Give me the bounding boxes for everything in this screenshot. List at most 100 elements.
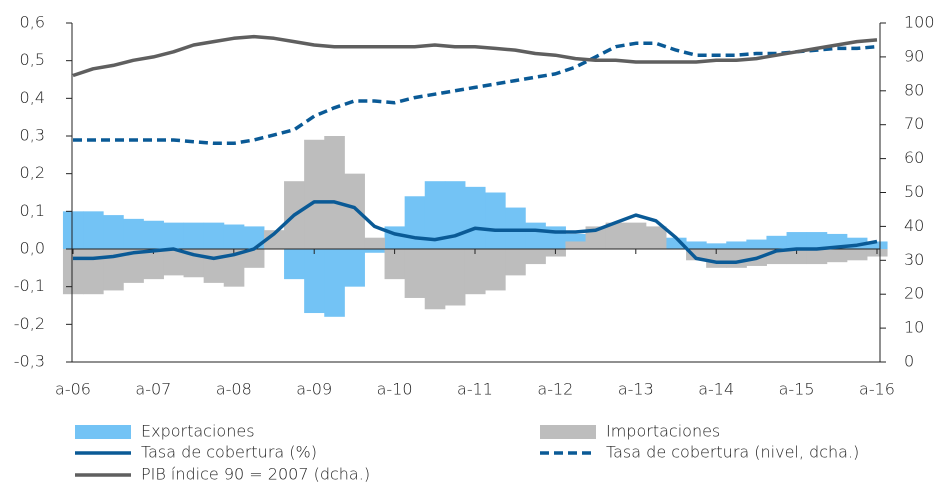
legend-label: Importaciones xyxy=(606,422,720,441)
bar xyxy=(364,249,386,253)
y2-tick-label: 100 xyxy=(904,13,935,32)
x-tick-label: a-16 xyxy=(859,380,895,399)
bar xyxy=(806,232,828,249)
bar xyxy=(806,249,828,265)
bar xyxy=(183,222,205,249)
bar xyxy=(123,218,144,249)
bar xyxy=(103,249,124,291)
x-tick-label: a-10 xyxy=(377,380,413,399)
bar xyxy=(263,230,285,249)
y-tick-label: 0,4 xyxy=(20,88,45,107)
x-tick-label: a-11 xyxy=(457,380,493,399)
y2-tick-label: 90 xyxy=(904,46,924,65)
bar xyxy=(203,249,225,283)
bar xyxy=(163,249,185,276)
line-series xyxy=(73,200,878,264)
bar xyxy=(324,249,345,317)
bar xyxy=(83,211,104,249)
y-tick-label: -0,2 xyxy=(14,314,45,333)
bar xyxy=(384,249,406,280)
bar xyxy=(686,241,707,249)
bar xyxy=(505,207,526,249)
bar xyxy=(203,222,225,249)
x-tick-label: a-13 xyxy=(618,380,654,399)
y2-tick-label: 0 xyxy=(904,352,914,371)
bar xyxy=(766,235,788,249)
bar xyxy=(826,249,848,263)
bar xyxy=(746,239,767,249)
bar xyxy=(344,249,365,287)
bar xyxy=(223,224,245,249)
bar xyxy=(565,241,587,249)
bar xyxy=(464,186,486,249)
bar xyxy=(83,249,104,295)
bar xyxy=(625,222,647,249)
legend-label: Tasa de cobertura (nivel, dcha.) xyxy=(606,443,859,462)
bar xyxy=(846,237,868,249)
y-tick-label: 0,6 xyxy=(20,13,45,32)
bar xyxy=(525,249,546,265)
x-tick-label: a-07 xyxy=(135,380,171,399)
y2-tick-label: 20 xyxy=(904,284,924,303)
legend-swatch xyxy=(75,425,131,439)
bar xyxy=(786,232,808,249)
bar xyxy=(62,211,84,249)
y2-tick-label: 40 xyxy=(904,216,924,235)
legend-swatch xyxy=(540,425,596,439)
bar xyxy=(846,249,868,261)
y2-tick-label: 10 xyxy=(904,318,924,337)
x-tick-label: a-14 xyxy=(698,380,734,399)
bar xyxy=(645,226,667,249)
bar xyxy=(665,237,687,249)
y2-tick-label: 80 xyxy=(904,80,924,99)
bar xyxy=(243,226,265,249)
bar xyxy=(324,136,345,249)
x-tick-label: a-09 xyxy=(296,380,332,399)
bar xyxy=(444,249,466,306)
y-tick-label: -0,1 xyxy=(14,276,45,295)
y2-tick-label: 70 xyxy=(904,114,924,133)
bar xyxy=(706,243,727,249)
bar xyxy=(304,139,325,249)
y-tick-label: -0,3 xyxy=(14,352,45,371)
bar xyxy=(485,249,506,291)
x-tick-label: a-06 xyxy=(55,380,91,399)
y2-tick-label: 60 xyxy=(904,148,924,167)
bar xyxy=(344,173,365,249)
bar xyxy=(223,249,245,287)
bar xyxy=(143,249,164,280)
bar xyxy=(143,220,164,249)
y-tick-label: 0,2 xyxy=(20,163,45,182)
bar xyxy=(726,249,747,268)
bar xyxy=(163,222,185,249)
y-tick-label: 0,5 xyxy=(20,50,45,69)
bar xyxy=(103,215,124,249)
y2-tick-label: 50 xyxy=(904,182,924,201)
line-series xyxy=(73,41,878,146)
bar xyxy=(424,181,446,249)
bar xyxy=(404,249,426,298)
x-tick-label: a-15 xyxy=(779,380,815,399)
bar xyxy=(605,222,627,249)
bar xyxy=(726,241,747,249)
y-tick-label: 0,3 xyxy=(20,126,45,145)
bar xyxy=(424,249,446,310)
x-tick-label: a-12 xyxy=(537,380,573,399)
bar xyxy=(123,249,144,283)
bar xyxy=(284,249,305,280)
y-tick-label: 0,1 xyxy=(20,201,45,220)
bar xyxy=(485,192,506,249)
y2-tick-label: 30 xyxy=(904,250,924,269)
legend-label: Exportaciones xyxy=(141,422,255,441)
bar xyxy=(525,222,546,249)
x-tick-label: a-08 xyxy=(216,380,252,399)
bar xyxy=(304,249,325,314)
y-tick-label: 0,0 xyxy=(20,239,45,258)
bar xyxy=(243,249,265,268)
bar xyxy=(404,196,426,249)
bar xyxy=(686,249,707,261)
bar xyxy=(786,249,808,265)
bar xyxy=(364,237,386,249)
bar xyxy=(62,249,84,295)
